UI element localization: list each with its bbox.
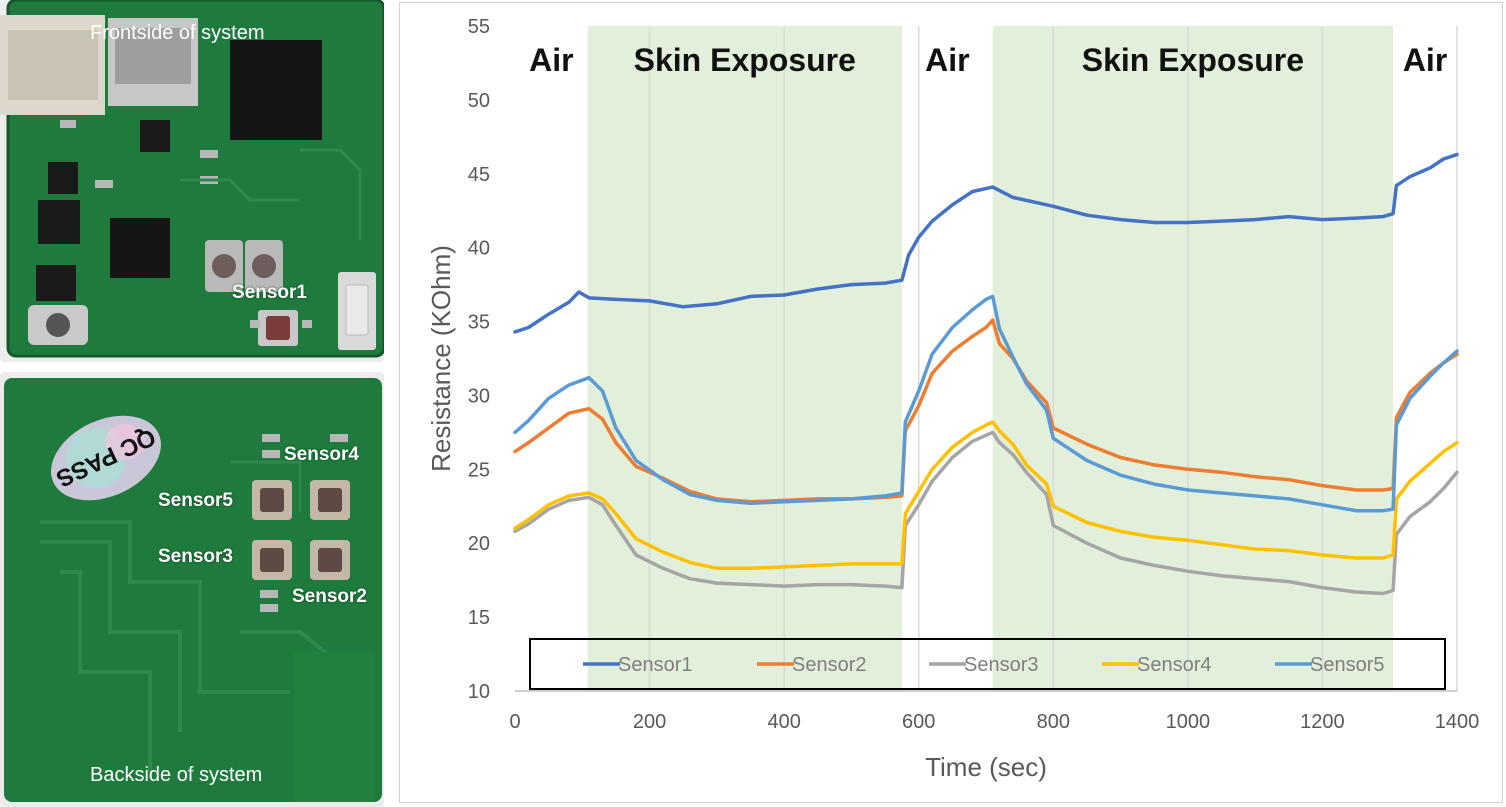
legend-label-sensor1: Sensor1 bbox=[618, 654, 693, 676]
x-tick-label-6: 1200 bbox=[1300, 711, 1345, 733]
y-tick-label-6: 40 bbox=[468, 238, 490, 260]
legend-box bbox=[529, 638, 1446, 690]
series-line-sensor3 bbox=[513, 430, 1459, 596]
x-tick-label-5: 1000 bbox=[1166, 711, 1211, 733]
legend-label-sensor5: Sensor5 bbox=[1310, 654, 1385, 676]
y-tick-label-1: 15 bbox=[468, 607, 490, 629]
region-label-2: Air bbox=[925, 42, 969, 78]
region-label-1: Skin Exposure bbox=[634, 42, 856, 78]
y-tick-label-7: 45 bbox=[468, 164, 490, 186]
x-tick-label-2: 400 bbox=[767, 711, 800, 733]
legend-label-sensor4: Sensor4 bbox=[1137, 654, 1212, 676]
y-tick-label-4: 30 bbox=[468, 385, 490, 407]
legend-label-sensor3: Sensor3 bbox=[964, 654, 1039, 676]
resistance-chart: 10 15 20 25 30 35 40 45 50 55 0 200 400 600 800 1000 120… bbox=[399, 2, 1503, 803]
x-axis-title: Time (sec) bbox=[925, 752, 1047, 782]
series-line-sensor2 bbox=[513, 318, 1459, 504]
x-tick-label-0: 0 bbox=[509, 711, 520, 733]
y-axis-title: Resistance (KOhm) bbox=[426, 245, 456, 472]
region-band-3 bbox=[992, 26, 1394, 691]
front-board-photo: Frontside of system Sensor1 bbox=[0, 0, 384, 362]
series-line-sensor1 bbox=[513, 152, 1459, 334]
y-tick-label-0: 10 bbox=[468, 681, 490, 703]
series-line-sensor4 bbox=[513, 420, 1459, 571]
legend-label-sensor2: Sensor2 bbox=[792, 654, 867, 676]
y-tick-label-3: 25 bbox=[468, 459, 490, 481]
sensor4-label: Sensor4 bbox=[284, 444, 359, 465]
region-band-1 bbox=[587, 26, 902, 691]
y-tick-label-2: 20 bbox=[468, 533, 490, 555]
x-tick-label-7: 1400 bbox=[1435, 711, 1480, 733]
back-board-photo: QC PASS Sensor4 Sensor5 Sensor3 Sensor2 … bbox=[0, 372, 384, 807]
sensor1-label: Sensor1 bbox=[232, 282, 307, 303]
sensor2-label: Sensor2 bbox=[292, 586, 367, 607]
sensor3-label: Sensor3 bbox=[158, 546, 233, 567]
sensor5-label: Sensor5 bbox=[158, 490, 233, 511]
region-label-3: Skin Exposure bbox=[1082, 42, 1304, 78]
front-photo-caption: Frontside of system bbox=[90, 22, 265, 44]
y-tick-label-5: 35 bbox=[468, 312, 490, 334]
y-tick-label-8: 50 bbox=[468, 90, 490, 112]
x-tick-label-3: 600 bbox=[902, 711, 935, 733]
x-tick-label-1: 200 bbox=[633, 711, 666, 733]
back-photo-caption: Backside of system bbox=[90, 764, 263, 786]
series-line-sensor5 bbox=[513, 294, 1459, 513]
x-tick-label-4: 800 bbox=[1037, 711, 1070, 733]
region-label-4: Air bbox=[1403, 42, 1447, 78]
y-tick-label-9: 55 bbox=[468, 16, 490, 38]
chart-canvas: 10 15 20 25 30 35 40 45 50 55 0 200 400 600 800 1000 120… bbox=[426, 16, 1480, 782]
region-label-0: Air bbox=[529, 42, 573, 78]
